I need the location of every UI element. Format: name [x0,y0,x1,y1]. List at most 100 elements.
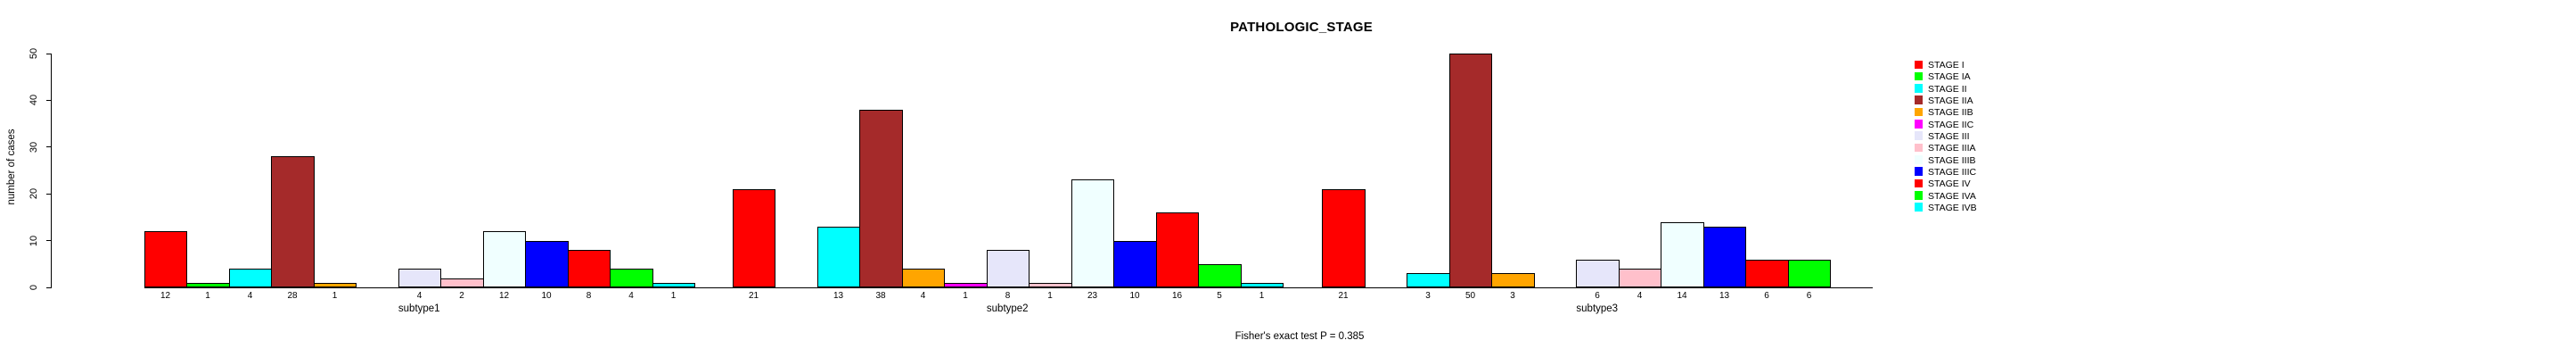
bar-value-label: 14 [1677,291,1687,301]
bar-subtype2-stage-iiib [1071,179,1114,287]
legend-label: STAGE IA [1928,71,1971,83]
y-tick-label: 10 [29,235,39,246]
bar-value-label: 21 [748,291,759,301]
bar-value-label: 4 [1637,291,1643,301]
bar-value-label: 10 [1129,291,1140,301]
bar-subtype1-stage-i [144,231,187,287]
bar-subtype3-stage-iv [1745,260,1789,287]
x-group-label-subtype3: subtype3 [1576,303,1619,314]
bar-value-label: 23 [1087,291,1098,301]
bar-subtype2-stage-i [733,189,775,287]
legend-label: STAGE IIIC [1928,166,1977,178]
bar-value-label: 6 [1764,291,1769,301]
legend-swatch-stage-ii [1914,84,1923,93]
legend-label: STAGE I [1928,60,1965,71]
bar-value-label: 38 [875,291,886,301]
legend-label: STAGE IVA [1928,190,1976,202]
bar-subtype1-stage-iva [610,269,653,287]
bar-value-label: 1 [963,291,968,301]
bar-subtype2-stage-iv [1156,212,1199,287]
y-tick-label: 30 [29,141,39,153]
bar-value-label: 3 [1425,291,1431,301]
bar-value-label: 16 [1171,291,1183,301]
bar-value-label: 50 [1464,291,1476,301]
legend-label: STAGE IVB [1928,202,1977,213]
bar-value-label: 6 [1595,291,1600,301]
bar-subtype3-stage-iiib [1661,222,1704,287]
bar-subtype1-stage-ia [186,283,230,287]
bar-subtype2-stage-iia [859,110,903,287]
bar-subtype2-stage-iiic [1113,241,1157,287]
bar-subtype1-stage-iiib [483,231,526,287]
y-tick-mark [46,99,51,101]
bar-value-label: 4 [247,291,253,301]
legend-swatch-stage-iv [1914,178,1923,188]
bar-value-label: 8 [1005,291,1011,301]
y-tick-mark [46,286,51,288]
bar-value-label: 4 [920,291,926,301]
x-axis-line [144,286,1873,288]
legend-swatch-stage-iiia [1914,143,1923,153]
legend-label: STAGE IV [1928,178,1971,190]
bar-subtype1-stage-iib [314,283,357,287]
y-tick-label: 20 [29,188,39,200]
legend-swatch-stage-iii [1914,131,1923,140]
legend-label: STAGE IIC [1928,119,1974,130]
bar-subtype3-stage-iia [1449,54,1492,287]
bar-subtype1-stage-ivb [652,283,695,287]
legend-swatch-stage-iib [1914,107,1923,117]
legend-label: STAGE III [1928,130,1970,142]
bar-value-label: 1 [670,291,677,301]
bar-value-label: 8 [586,291,592,301]
bar-subtype3-stage-ii [1407,273,1450,287]
y-axis-line [51,54,52,288]
legend-label: STAGE IIA [1928,95,1973,106]
bar-subtype2-stage-ivb [1241,283,1284,287]
bar-value-label: 4 [628,291,634,301]
y-tick-mark [46,193,51,195]
legend-swatch-stage-ia [1914,71,1923,81]
bar-subtype2-stage-iib [902,269,945,287]
bar-subtype3-stage-iiic [1703,227,1746,287]
bar-subtype1-stage-iiic [525,241,569,287]
legend-swatch-stage-ivb [1914,203,1923,212]
bar-value-label: 28 [287,291,298,301]
chart-title: PATHOLOGIC_STAGE [1230,20,1373,35]
bar-value-label: 13 [833,291,844,301]
bar-subtype2-stage-iiia [1029,283,1072,287]
legend-label: STAGE IIIA [1928,143,1976,154]
bar-value-label: 2 [459,291,464,301]
bar-subtype3-stage-iva [1788,260,1831,287]
legend-swatch-stage-iva [1914,191,1923,200]
bar-value-label: 1 [332,291,338,301]
bar-subtype2-stage-iic [944,283,988,287]
bar-subtype2-stage-ii [817,227,860,287]
legend-swatch-stage-iiib [1914,155,1923,164]
bar-value-label: 4 [416,291,422,301]
legend-swatch-stage-iic [1914,120,1923,129]
bar-value-label: 3 [1510,291,1515,301]
bar-value-label: 21 [1338,291,1349,301]
bar-subtype1-stage-iii [398,269,441,287]
bar-value-label: 12 [160,291,171,301]
x-group-label-subtype2: subtype2 [986,303,1029,314]
x-group-label-subtype1: subtype1 [398,303,440,314]
bar-subtype3-stage-iib [1491,273,1535,287]
legend-swatch-stage-iia [1914,95,1923,104]
bar-subtype2-stage-iii [987,250,1030,287]
legend-swatch-stage-iiic [1914,167,1923,176]
legend-label: STAGE IIIB [1928,154,1976,166]
bar-value-label: 5 [1217,291,1222,301]
bar-value-label: 6 [1806,291,1812,301]
bar-value-label: 12 [498,291,510,301]
bar-value-label: 1 [1047,291,1053,301]
bar-subtype1-stage-ii [229,269,272,287]
fisher-test-annotation: Fisher's exact test P = 0.385 [1235,331,1365,342]
y-tick-label: 0 [29,284,39,291]
bar-subtype2-stage-iva [1198,264,1242,287]
bar-value-label: 1 [205,291,210,301]
bar-subtype3-stage-i [1322,189,1366,287]
y-axis-label: number of cases [6,129,17,205]
bar-subtype1-stage-iiia [440,278,484,287]
